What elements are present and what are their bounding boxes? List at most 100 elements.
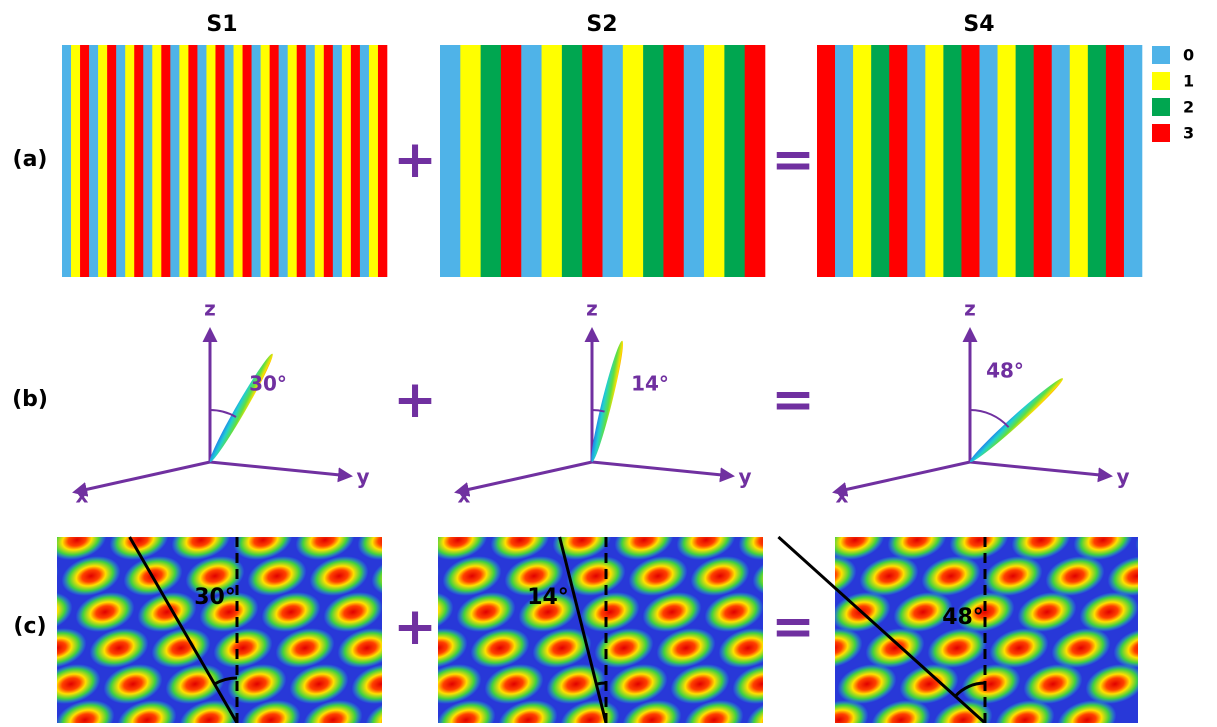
angle-label: 30° [249, 372, 287, 396]
stripe [501, 45, 522, 277]
stripe [562, 45, 583, 277]
equals-sign: = [771, 597, 815, 657]
stripe [116, 45, 125, 277]
radiation-lobe [206, 351, 277, 464]
stripe [889, 45, 907, 277]
field-spot [0, 550, 1, 602]
figure: (a)(b)(c)+=+=+=S1zyx30°30°S2zyx14°14°S4z… [0, 0, 1217, 723]
stripe [80, 45, 89, 277]
legend-label: 2 [1183, 98, 1194, 117]
stripe [134, 45, 143, 277]
field-spot [1165, 550, 1217, 602]
stripe [306, 45, 315, 277]
stripe [623, 45, 644, 277]
legend-label: 3 [1183, 124, 1194, 143]
axis-label: x [458, 484, 471, 508]
axis-label: z [586, 297, 598, 321]
stripe [980, 45, 998, 277]
stripe [1106, 45, 1124, 277]
stripe [71, 45, 80, 277]
field-spot [376, 550, 444, 602]
stripe [125, 45, 134, 277]
stripe [643, 45, 664, 277]
stripe [215, 45, 224, 277]
field-spot [771, 658, 839, 710]
stripe [1034, 45, 1052, 277]
field-spot [1193, 514, 1217, 566]
stripe [925, 45, 943, 277]
angle-label: 14° [631, 372, 669, 396]
plus-sign: + [393, 597, 437, 657]
stripe [943, 45, 961, 277]
stripe [582, 45, 603, 277]
stripe [369, 45, 378, 277]
field-spot [0, 514, 49, 566]
angle-arc [596, 683, 606, 684]
axis-label: z [964, 297, 976, 321]
legend-swatch [1152, 72, 1170, 90]
stripe [98, 45, 107, 277]
stripe [243, 45, 252, 277]
stripe [378, 45, 387, 277]
angle-label: 48° [986, 359, 1024, 383]
plus-sign: + [393, 370, 437, 430]
x-axis [835, 462, 970, 492]
axis-label: y [1116, 465, 1129, 489]
angle-label: 14° [527, 585, 569, 610]
stripe [835, 45, 853, 277]
axis-label: y [738, 465, 751, 489]
stripe [1016, 45, 1034, 277]
equals-sign: = [771, 370, 815, 430]
stripe [324, 45, 333, 277]
plus-sign: + [393, 130, 437, 190]
stripe [907, 45, 925, 277]
stripe [360, 45, 369, 277]
column-title: S2 [586, 12, 617, 37]
stripe [179, 45, 188, 277]
stripe [170, 45, 179, 277]
stripe [724, 45, 745, 277]
stripe [315, 45, 324, 277]
stripe [1124, 45, 1142, 277]
stripe [188, 45, 197, 277]
field-spot [0, 694, 57, 723]
stripe [1088, 45, 1106, 277]
x-axis [457, 462, 592, 492]
equals-sign: = [771, 130, 815, 190]
stripe [107, 45, 116, 277]
stripe [1052, 45, 1070, 277]
stripe [234, 45, 243, 277]
stripe [197, 45, 206, 277]
stripe [143, 45, 152, 277]
row-label: (c) [13, 614, 46, 639]
radiation-lobe [967, 375, 1067, 466]
column-title: S4 [963, 12, 994, 37]
field-spot [0, 550, 63, 602]
stripe [871, 45, 889, 277]
stripe [961, 45, 979, 277]
stripe [684, 45, 705, 277]
stripe [261, 45, 270, 277]
row-label: (a) [13, 147, 48, 172]
lobe [206, 351, 277, 464]
stripe [460, 45, 481, 277]
stripe [542, 45, 563, 277]
legend-swatch [1152, 98, 1170, 116]
stripe [161, 45, 170, 277]
axis-label: y [356, 465, 369, 489]
stripe [663, 45, 684, 277]
axis-label: x [76, 484, 89, 508]
field-spot [759, 514, 827, 566]
x-axis [75, 462, 210, 492]
stripe [62, 45, 71, 277]
axis-label: x [836, 484, 849, 508]
stripe [279, 45, 288, 277]
row-label: (b) [12, 387, 48, 412]
legend-label: 1 [1183, 72, 1194, 91]
stripe [333, 45, 342, 277]
field-spot [0, 658, 43, 710]
stripe [152, 45, 161, 277]
angle-arc [592, 410, 605, 412]
legend-swatch [1152, 124, 1170, 142]
stripe [270, 45, 279, 277]
